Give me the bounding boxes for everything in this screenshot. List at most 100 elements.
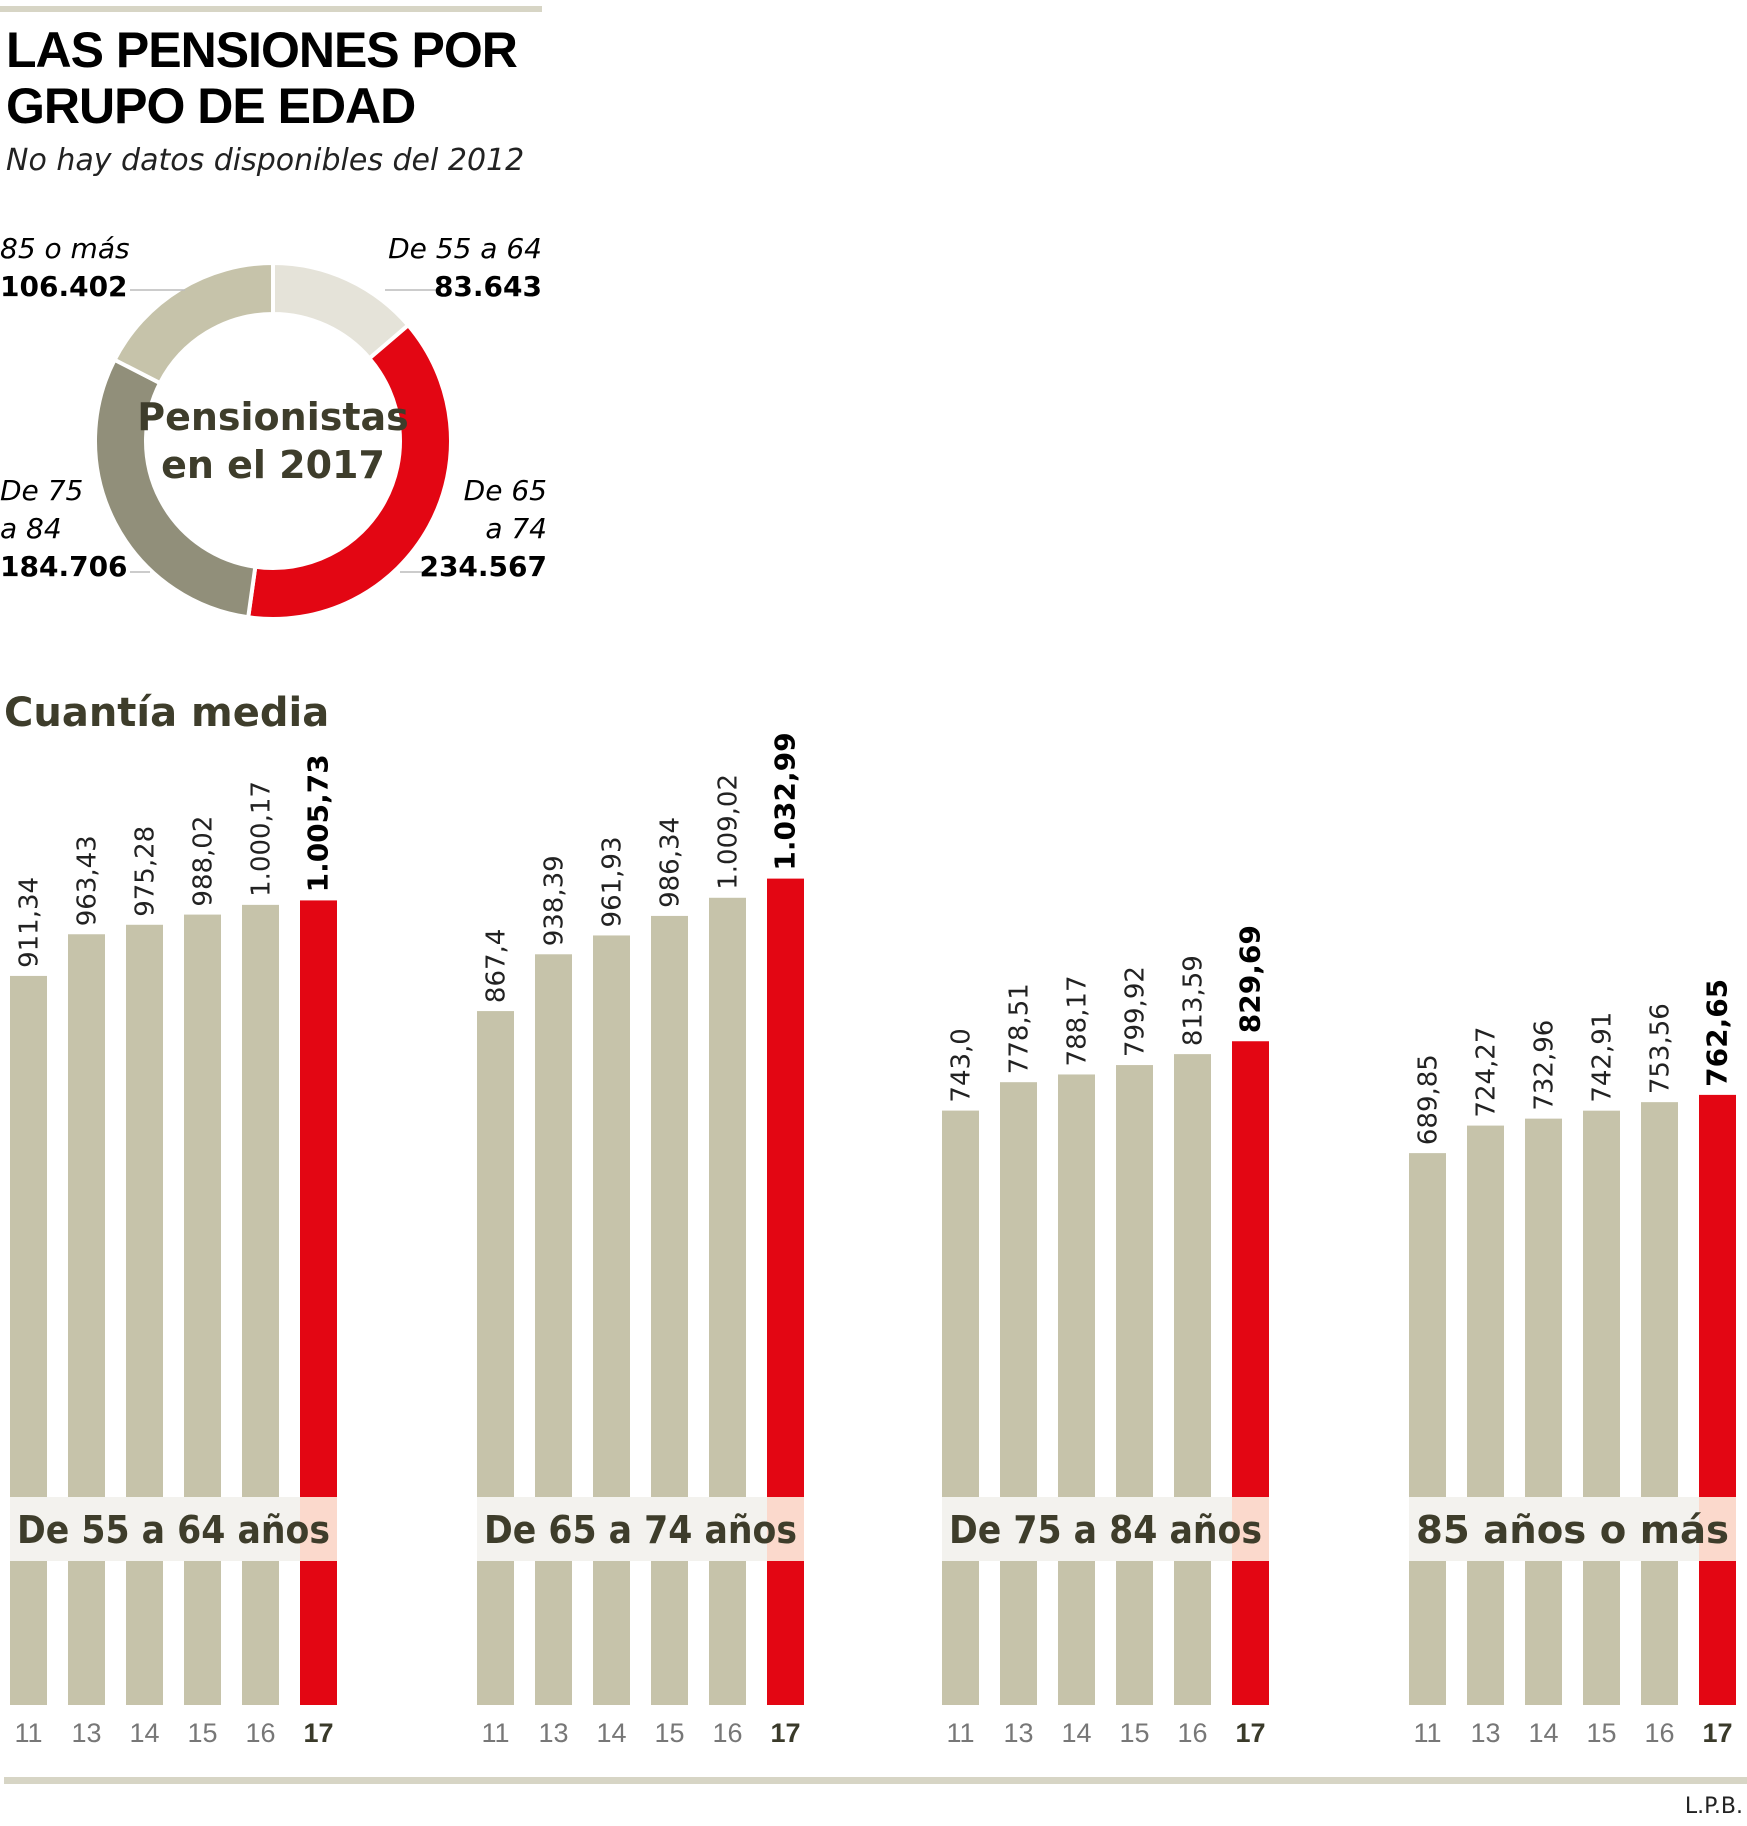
group-label-band-highlight [1699, 1497, 1736, 1561]
year-tick-label: 16 [245, 1718, 275, 1748]
bar [709, 897, 746, 1705]
bar [767, 878, 804, 1705]
year-tick-label: 14 [129, 1718, 159, 1748]
donut-slice [93, 357, 258, 620]
donut-slice [245, 322, 453, 621]
bar-value-label: 829,69 [1234, 925, 1267, 1033]
bar-value-label: 867,4 [482, 929, 512, 1003]
year-tick-label: 14 [1528, 1718, 1558, 1748]
donut-label-75-84: De 75 a 84 184.706 [0, 474, 128, 583]
bar-value-label: 813,59 [1179, 955, 1209, 1046]
bar [1174, 1054, 1211, 1705]
bar-value-label: 938,39 [540, 855, 570, 946]
page-title: LAS PENSIONES POR GRUPO DE EDAD [6, 22, 518, 134]
group-label-band [10, 1497, 337, 1561]
group-label-band [942, 1497, 1269, 1561]
subtitle: No hay datos disponibles del 2012 [6, 143, 525, 178]
donut-center-label: Pensionistas [137, 395, 409, 439]
donut-label-55-64: De 55 a 64 83.643 [388, 232, 542, 303]
bar [1525, 1118, 1562, 1705]
bar [1583, 1110, 1620, 1705]
year-tick-label: 14 [596, 1718, 626, 1748]
bar-value-label: 778,51 [1005, 983, 1035, 1074]
year-tick-label: 17 [303, 1718, 333, 1748]
group-label-band [1409, 1497, 1736, 1561]
bar [68, 934, 105, 1705]
year-tick-label: 15 [1119, 1718, 1149, 1748]
bar-value-label: 1.005,73 [302, 754, 335, 892]
year-tick-label: 15 [187, 1718, 217, 1748]
bar [942, 1110, 979, 1705]
year-tick-label: 11 [481, 1718, 509, 1748]
year-tick-label: 11 [14, 1718, 42, 1748]
bar-value-label: 743,0 [947, 1028, 977, 1102]
bar-value-label: 911,34 [15, 877, 45, 968]
bar [242, 904, 279, 1705]
bar-value-label: 1.009,02 [714, 774, 744, 890]
bar [1699, 1094, 1736, 1705]
group-label-band [477, 1497, 804, 1561]
year-tick-label: 16 [712, 1718, 742, 1748]
year-tick-label: 11 [946, 1718, 974, 1748]
bar [10, 975, 47, 1705]
year-tick-label: 16 [1177, 1718, 1207, 1748]
group-label: De 65 a 74 años [484, 1508, 797, 1552]
bar [593, 935, 630, 1705]
bar-value-label: 762,65 [1701, 979, 1734, 1087]
year-tick-label: 17 [770, 1718, 800, 1748]
year-tick-label: 13 [1003, 1718, 1033, 1748]
bar-value-label: 753,56 [1646, 1003, 1676, 1094]
year-tick-label: 16 [1644, 1718, 1674, 1748]
donut-label-85-plus: 85 o más 106.402 [0, 232, 130, 303]
group-label-band-highlight [300, 1497, 337, 1561]
bar [477, 1011, 514, 1705]
year-tick-label: 14 [1061, 1718, 1091, 1748]
bar-value-label: 1.032,99 [769, 732, 802, 870]
bar-value-label: 724,27 [1472, 1027, 1502, 1118]
year-tick-label: 13 [1470, 1718, 1500, 1748]
bar-value-label: 788,17 [1063, 975, 1093, 1066]
bar-value-label: 986,34 [656, 817, 686, 908]
year-tick-label: 15 [1586, 1718, 1616, 1748]
group-label-band-highlight [1232, 1497, 1269, 1561]
donut-center-label: en el 2017 [161, 443, 385, 487]
group-label: 85 años o más [1416, 1508, 1729, 1552]
bar [1000, 1082, 1037, 1705]
donut-label-65-74: De 65 a 74 234.567 [419, 474, 547, 583]
year-tick-label: 17 [1702, 1718, 1732, 1748]
group-label: De 55 a 64 años [17, 1508, 330, 1552]
bar [651, 915, 688, 1705]
bar [535, 954, 572, 1705]
year-tick-label: 17 [1235, 1718, 1265, 1748]
bar [1058, 1074, 1095, 1705]
bar [1467, 1125, 1504, 1705]
bar-value-label: 975,28 [131, 826, 161, 917]
top-rule [0, 6, 542, 12]
bar-value-label: 799,92 [1121, 966, 1151, 1057]
bar-value-label: 742,91 [1588, 1012, 1618, 1103]
bar [1409, 1153, 1446, 1705]
bar-value-label: 988,02 [189, 816, 219, 907]
year-tick-label: 13 [538, 1718, 568, 1748]
year-tick-label: 11 [1413, 1718, 1441, 1748]
bar [1116, 1065, 1153, 1705]
bar [126, 924, 163, 1705]
bar [300, 900, 337, 1705]
bar [184, 914, 221, 1705]
bar-value-label: 1.000,17 [247, 781, 277, 897]
bar-value-label: 961,93 [598, 836, 628, 927]
year-tick-label: 15 [654, 1718, 684, 1748]
year-tick-label: 13 [71, 1718, 101, 1748]
group-label-band-highlight [767, 1497, 804, 1561]
bar [1641, 1102, 1678, 1705]
bar-value-label: 963,43 [73, 835, 103, 926]
bar-value-label: 732,96 [1530, 1020, 1560, 1111]
group-label: De 75 a 84 años [949, 1508, 1262, 1552]
bar-section-title: Cuantía media [4, 690, 330, 736]
bar-value-label: 689,85 [1414, 1054, 1444, 1145]
donut-slice [111, 260, 275, 386]
bottom-rule [4, 1777, 1747, 1784]
credit: L.P.B. [1684, 1794, 1743, 1819]
